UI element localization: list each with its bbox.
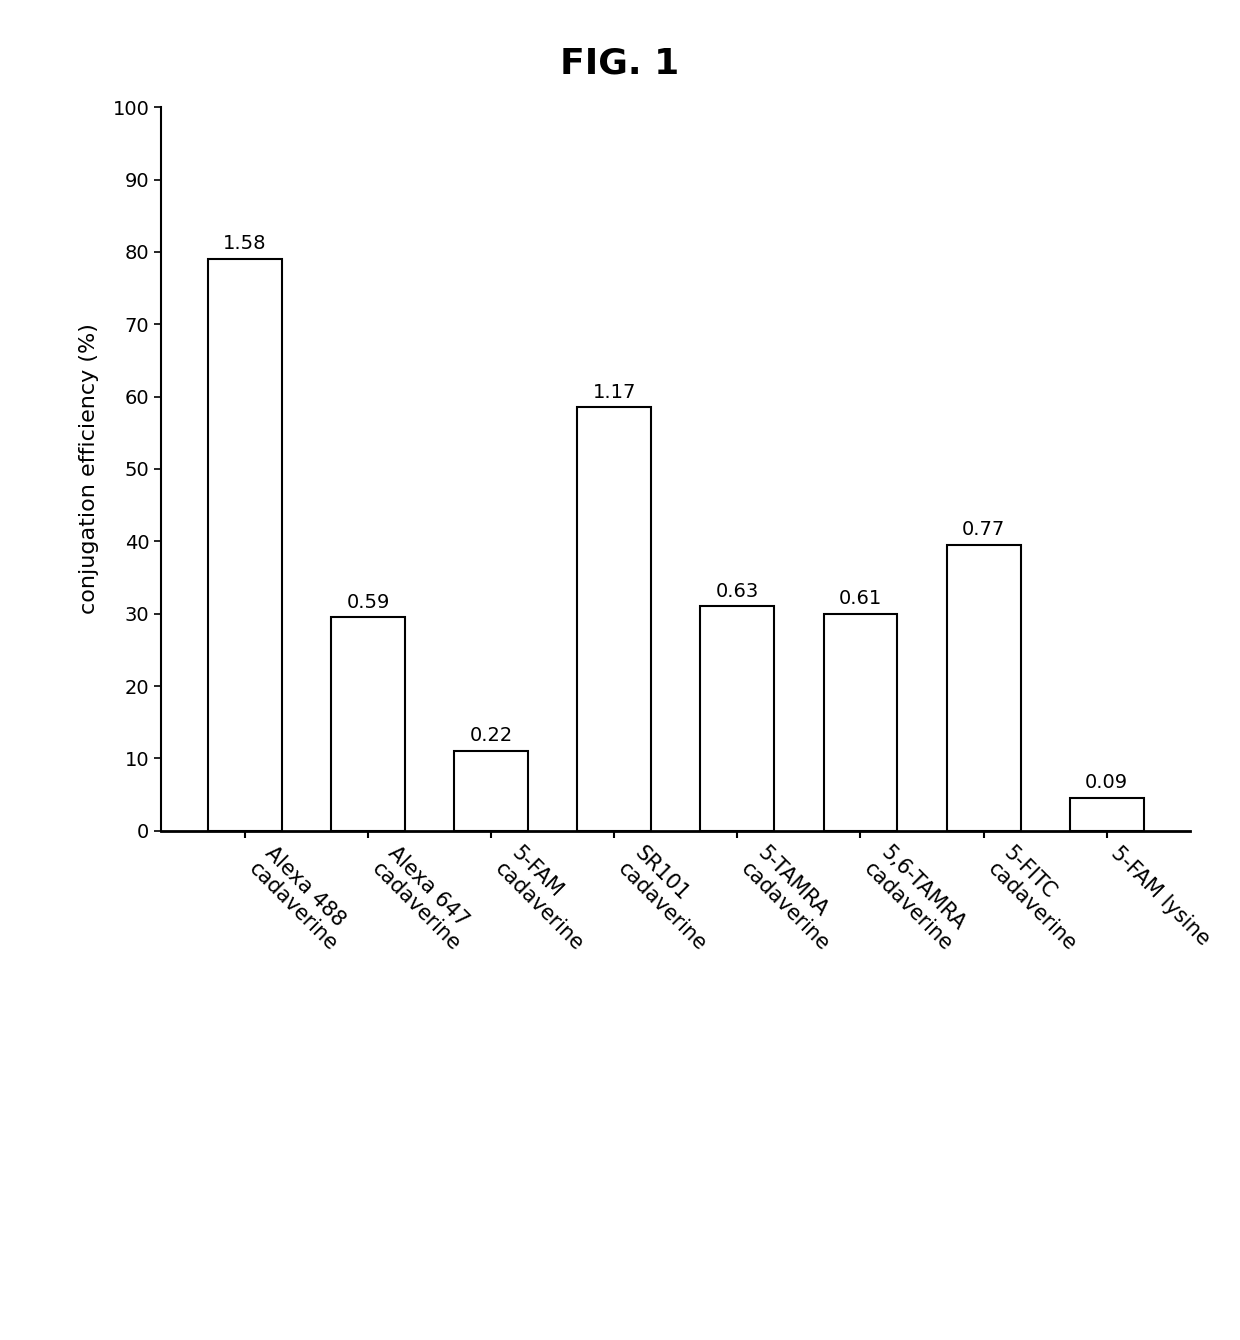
Bar [1070, 799, 1143, 831]
Text: 0.63: 0.63 [715, 582, 759, 600]
Bar [823, 614, 898, 831]
Text: 0.22: 0.22 [470, 726, 513, 745]
Y-axis label: conjugation efficiency (%): conjugation efficiency (%) [78, 323, 99, 615]
Text: 0.09: 0.09 [1085, 773, 1128, 792]
Text: FIG. 1: FIG. 1 [560, 47, 680, 80]
Bar [578, 407, 651, 831]
Bar [208, 259, 281, 831]
Bar [701, 607, 774, 831]
Text: 1.17: 1.17 [593, 383, 636, 402]
Bar [454, 752, 528, 831]
Text: 1.58: 1.58 [223, 234, 267, 253]
Text: 0.77: 0.77 [962, 520, 1006, 539]
Text: 0.61: 0.61 [838, 590, 882, 608]
Bar [946, 545, 1021, 831]
Bar [331, 618, 405, 831]
Text: 0.59: 0.59 [346, 592, 389, 611]
